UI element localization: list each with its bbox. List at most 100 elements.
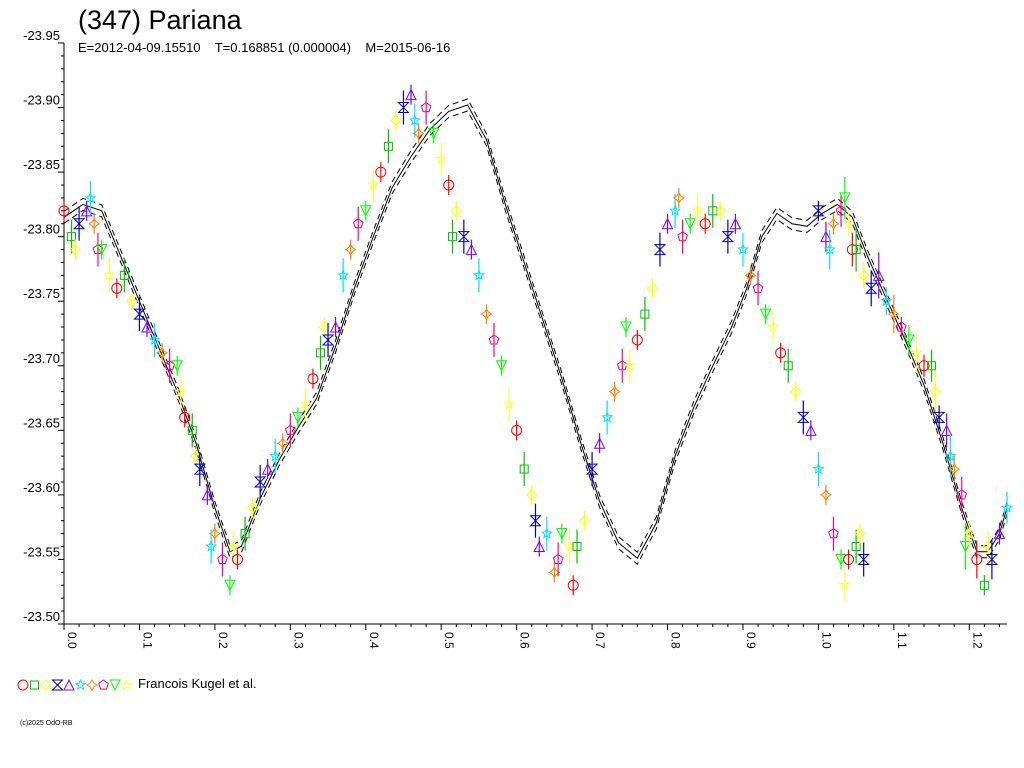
data-point	[880, 294, 893, 307]
data-point	[865, 282, 878, 294]
data-point	[857, 553, 870, 565]
data-point	[944, 449, 957, 462]
data-point	[69, 243, 82, 256]
x-tick-label: 0.0	[65, 632, 79, 649]
data-point	[979, 580, 989, 590]
data-point	[846, 244, 858, 256]
x-tick-label: 0.7	[593, 632, 607, 649]
x-tick-label: 0.6	[518, 632, 532, 649]
fit-curve	[63, 104, 1008, 559]
data-point	[1000, 501, 1014, 513]
data-point	[344, 243, 357, 256]
y-tick-label: -23.50	[23, 609, 60, 624]
data-point	[448, 232, 458, 242]
data-point	[887, 308, 900, 321]
data-point	[578, 515, 591, 527]
data-point	[971, 553, 983, 565]
data-point	[174, 385, 187, 397]
data-point	[823, 243, 836, 255]
legend-marker	[17, 679, 29, 691]
data-point	[752, 282, 764, 293]
data-point	[963, 527, 976, 539]
legend-marker	[98, 679, 109, 690]
data-point	[929, 385, 942, 398]
data-point	[927, 361, 937, 371]
data-point	[443, 179, 455, 191]
data-point	[276, 437, 289, 450]
data-point	[775, 347, 787, 359]
data-point	[201, 488, 214, 501]
fit-curve-lower-band	[63, 110, 1008, 565]
data-point	[533, 540, 546, 553]
data-point	[299, 398, 312, 410]
data-point	[714, 205, 727, 217]
data-point	[838, 579, 851, 591]
epoch-period-subtitle: E=2012-04-09.15510 T=0.168851 (0.000004)…	[78, 40, 451, 55]
data-point	[812, 462, 825, 475]
legend-label: Francois Kugel et al.	[138, 676, 257, 691]
data-point	[205, 540, 218, 552]
data-point	[593, 437, 606, 449]
data-point	[959, 541, 972, 553]
y-tick-label: -23.95	[23, 28, 60, 43]
data-point	[405, 88, 417, 101]
data-point	[956, 489, 968, 500]
data-point	[292, 411, 304, 424]
x-tick-label: 0.9	[744, 632, 758, 649]
data-point	[623, 359, 636, 371]
y-tick-label: -23.55	[23, 544, 60, 559]
data-point	[511, 424, 523, 436]
y-tick-label: -23.85	[23, 157, 60, 172]
data-point	[646, 282, 659, 295]
data-point	[932, 411, 946, 423]
data-point	[503, 398, 516, 410]
data-point	[585, 463, 599, 475]
data-point	[465, 243, 478, 256]
data-point	[359, 205, 372, 217]
data-point	[141, 320, 153, 333]
legend-marker	[40, 679, 52, 691]
data-point	[552, 553, 564, 564]
data-point	[148, 333, 161, 346]
y-tick-label: -23.65	[23, 415, 60, 430]
data-point	[133, 308, 146, 320]
data-point	[435, 152, 448, 165]
data-point	[315, 348, 325, 358]
data-point	[672, 192, 685, 204]
data-point	[450, 205, 462, 217]
x-tick-label: 1.1	[895, 632, 909, 649]
legend-marker	[51, 679, 64, 691]
x-tick-label: 1.2	[970, 632, 984, 649]
data-point	[601, 411, 614, 423]
data-point	[529, 515, 542, 527]
data-point	[95, 244, 108, 256]
data-point	[653, 244, 667, 256]
data-point	[721, 231, 735, 243]
data-point	[111, 282, 123, 294]
data-point	[843, 553, 855, 565]
data-point	[337, 269, 350, 281]
data-point	[812, 205, 825, 217]
x-tick-label: 0.4	[367, 632, 381, 649]
data-point	[677, 231, 688, 242]
data-point	[872, 269, 885, 281]
data-point	[540, 527, 553, 539]
data-point	[896, 321, 907, 332]
data-point	[103, 269, 116, 281]
data-point	[224, 579, 236, 592]
x-tick-label: 1.0	[819, 632, 833, 649]
data-point	[661, 217, 674, 230]
data-point	[548, 566, 561, 579]
data-point	[828, 527, 839, 539]
data-point	[729, 217, 742, 230]
data-point	[759, 308, 772, 321]
data-point	[608, 385, 621, 398]
x-tick-label: 0.2	[216, 632, 230, 649]
data-point	[58, 205, 70, 217]
x-tick-label: 0.3	[291, 632, 305, 649]
y-tick-label: -23.75	[23, 286, 60, 301]
data-point	[307, 373, 319, 385]
data-point	[519, 464, 529, 474]
data-point	[744, 269, 757, 282]
data-point	[857, 269, 870, 282]
